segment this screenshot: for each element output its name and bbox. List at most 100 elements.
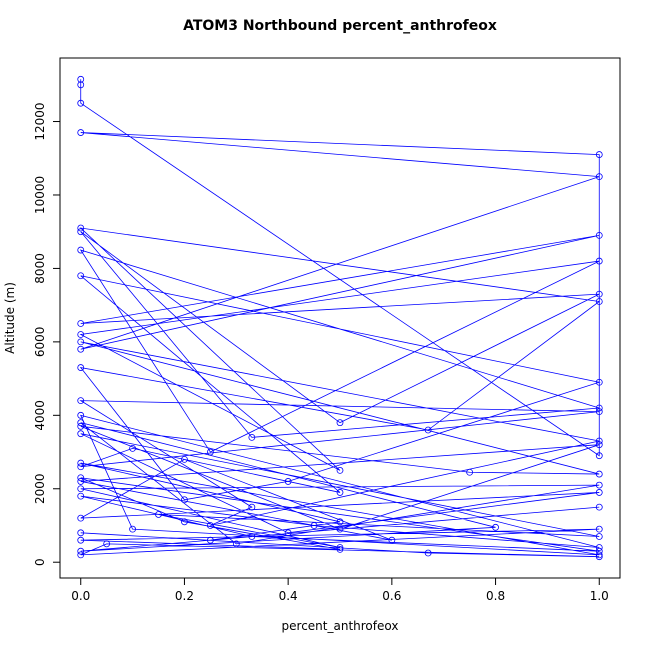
point: [77, 463, 85, 471]
point: [77, 272, 85, 280]
point: [77, 485, 85, 493]
point: [77, 422, 85, 430]
point: [206, 536, 214, 544]
x-axis-label: percent_anthrofeox: [282, 619, 399, 633]
y-axis-label: Altitude (m): [3, 282, 17, 354]
point: [595, 547, 603, 555]
point: [336, 525, 344, 533]
point: [77, 430, 85, 438]
point: [181, 518, 188, 526]
point: [77, 536, 85, 544]
x-tick-label: 0.4: [279, 589, 298, 603]
point: [77, 459, 85, 467]
point: [77, 320, 85, 327]
point: [595, 441, 603, 449]
point: [77, 364, 85, 371]
point: [595, 437, 603, 445]
point: [336, 518, 344, 526]
point: [77, 129, 85, 136]
point: [336, 467, 344, 474]
point: [103, 540, 111, 548]
point: [336, 419, 344, 427]
point: [595, 503, 603, 511]
point: [336, 544, 344, 551]
point: [181, 496, 188, 504]
series-line: [79, 79, 601, 558]
x-tick-label: 1.0: [590, 589, 609, 603]
point: [77, 514, 85, 522]
point: [77, 331, 85, 338]
point: [248, 533, 256, 540]
y-tick-label: 12000: [33, 102, 47, 140]
point: [77, 224, 85, 232]
point: [595, 544, 603, 551]
point: [595, 257, 603, 265]
point: [595, 525, 603, 533]
point: [77, 228, 85, 236]
point: [129, 525, 136, 533]
plot-box: [59, 57, 621, 579]
point: [77, 81, 85, 89]
point: [77, 547, 85, 555]
point: [77, 338, 85, 346]
point: [595, 533, 603, 540]
point: [595, 408, 603, 416]
point: [77, 397, 85, 405]
point: [492, 523, 499, 531]
point: [284, 529, 292, 537]
point: [595, 470, 603, 478]
point: [155, 511, 162, 518]
point: [129, 444, 136, 452]
point: [466, 468, 474, 476]
point: [595, 489, 603, 496]
y-tick-label: 2000: [33, 473, 47, 504]
point: [206, 448, 214, 456]
point: [77, 474, 85, 482]
y-tick-label: 10000: [33, 176, 47, 214]
x-tick-label: 0.2: [175, 589, 194, 603]
point: [595, 481, 603, 489]
chart-title: ATOM3 Northbound percent_anthrofeox: [183, 18, 497, 34]
point: [248, 503, 256, 511]
point: [595, 151, 603, 158]
point: [77, 75, 85, 83]
point: [77, 419, 85, 427]
point: [77, 345, 85, 353]
x-tick-label: 0.8: [486, 589, 505, 603]
point: [77, 551, 85, 559]
point: [77, 411, 85, 419]
point: [284, 478, 292, 485]
point: [77, 478, 85, 485]
y-tick-label: 6000: [33, 327, 47, 358]
point: [77, 99, 85, 107]
point: [595, 231, 603, 239]
point: [310, 522, 318, 529]
point: [77, 492, 85, 500]
point: [424, 426, 432, 434]
point: [336, 489, 344, 496]
y-tick-label: 8000: [33, 253, 47, 284]
point: [232, 540, 240, 548]
point: [595, 378, 603, 386]
point: [206, 522, 214, 529]
point: [595, 452, 603, 460]
point: [595, 553, 603, 561]
point: [595, 290, 603, 298]
x-tick-label: 0.0: [71, 589, 90, 603]
y-tick-label: 4000: [33, 400, 47, 431]
point: [595, 298, 603, 305]
point: [595, 173, 603, 181]
point: [77, 529, 85, 537]
x-tick-label: 0.6: [382, 589, 401, 603]
point: [336, 545, 344, 553]
point: [181, 455, 188, 463]
y-tick-label: 0: [33, 558, 47, 566]
point: [388, 536, 396, 544]
point: [248, 433, 256, 441]
point: [424, 549, 432, 557]
point: [595, 551, 603, 559]
point: [77, 246, 85, 254]
point: [595, 404, 603, 412]
